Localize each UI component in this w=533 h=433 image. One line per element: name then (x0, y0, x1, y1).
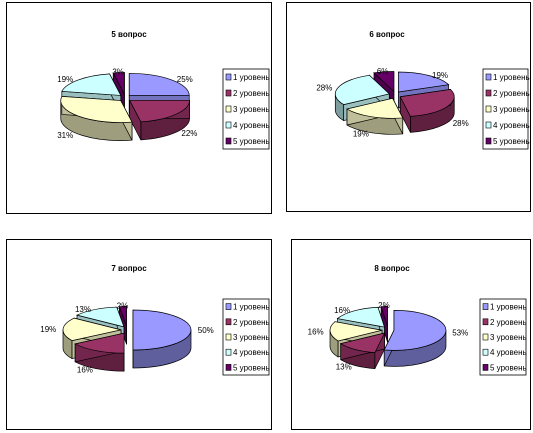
data-label: 22% (181, 129, 197, 138)
legend-entry: 3 уровень (233, 105, 270, 114)
pie-chart-5-vopros: 5 вопрос 25% 22% 31% 19% 3% 1 уровень 2 уровень… (57, 30, 270, 150)
legend-entry: 5 уровень (233, 363, 270, 372)
pie-slice-4 (334, 74, 391, 105)
legend-swatch (225, 89, 232, 97)
pie-slice-3 (60, 96, 133, 123)
chart-title: 5 вопрос (111, 30, 147, 39)
legend-swatch (485, 121, 492, 129)
data-label: 28% (453, 119, 469, 128)
legend-entry: 2 уровень (490, 318, 527, 327)
chart-panel-6-vopros: 6 вопрос 19% 28% 19% 28% 6% 1 уровень 2 уровень… (286, 2, 531, 212)
chart-panel-7-vopros: 7 вопрос 50% 16% 19% 13% 2% 1 уровень 2 уровень… (6, 239, 272, 430)
legend-entry: 1 уровень (490, 303, 527, 312)
pie-slice-2 (129, 99, 190, 123)
legend-swatch (225, 318, 232, 326)
legend-swatch (225, 105, 232, 113)
data-label: 19% (353, 129, 369, 138)
pie-slice-1 (132, 309, 192, 351)
data-label: 19% (57, 75, 73, 84)
data-label: 31% (57, 131, 73, 140)
chart-panel-5-vopros: 5 вопрос 25% 22% 31% 19% 3% 1 уровень 2 уровень… (6, 2, 272, 214)
legend-entry: 5 уровень (490, 363, 527, 372)
legend-swatch (485, 105, 492, 113)
legend-swatch (482, 364, 489, 371)
data-label: 16% (334, 306, 350, 315)
legend-entry: 1 уровень (233, 303, 270, 312)
legend-entry: 4 уровень (490, 348, 527, 357)
data-label: 2% (378, 301, 390, 310)
pie-slice-1 (383, 309, 447, 351)
pie-slice-5 (373, 71, 395, 93)
chart-panel-8-vopros: 8 вопрос 53% 13% 16% 16% 2% 1 уровень 2 уровень… (291, 239, 531, 430)
chart-title: 8 вопрос (374, 264, 410, 273)
legend-entry: 1 уровень (493, 73, 530, 82)
pie-slice-2 (399, 89, 455, 117)
pie-slice-4 (61, 73, 122, 96)
pie-slice-5 (112, 72, 125, 95)
legend-swatch (485, 73, 492, 81)
pie-chart-6-vopros: 6 вопрос 19% 28% 19% 28% 6% 1 уровень 2 уровень… (316, 30, 530, 150)
legend-swatch (482, 303, 489, 310)
legend-entry: 3 уровень (493, 105, 530, 114)
pie-slice-5 (118, 306, 127, 327)
pie-slice-3 (62, 317, 122, 341)
legend-swatch (482, 333, 489, 341)
pie-chart-8-vopros: 8 вопрос 53% 13% 16% 16% 2% 1 уровень 2 уровень… (308, 264, 527, 376)
legend-entry: 2 уровень (233, 89, 270, 98)
pie-slice-4 (75, 306, 125, 328)
pie-slice-1 (398, 71, 450, 93)
legend-swatch (485, 89, 492, 97)
legend-entry: 1 уровень (233, 73, 270, 82)
legend-swatch (225, 333, 232, 341)
pie-slice-2 (74, 332, 125, 354)
legend-swatch (485, 137, 492, 145)
data-label: 2% (117, 302, 129, 311)
data-label: 13% (75, 305, 91, 314)
legend-swatch (225, 364, 232, 371)
data-label: 16% (77, 365, 93, 374)
legend-entry: 5 уровень (493, 137, 530, 146)
data-label: 25% (177, 75, 193, 84)
pie-slice-3 (329, 321, 383, 342)
legend-entry: 5 уровень (233, 137, 270, 146)
pie-slice-5 (380, 306, 388, 327)
legend-entry: 3 уровень (490, 333, 527, 342)
legend-swatch (225, 137, 232, 145)
legend-entry: 4 уровень (493, 121, 530, 130)
legend-entry: 2 уровень (493, 89, 530, 98)
legend-entry: 4 уровень (233, 348, 270, 357)
legend-swatch (482, 318, 489, 326)
data-label: 6% (377, 67, 389, 76)
pie-slice-3 (346, 97, 404, 119)
legend-entry: 2 уровень (233, 318, 270, 327)
legend-entry: 3 уровень (233, 333, 270, 342)
pie-chart-7-vopros: 7 вопрос 50% 16% 19% 13% 2% 1 уровень 2 уровень… (40, 264, 270, 376)
data-label: 19% (432, 71, 448, 80)
pie-slice-1 (128, 73, 190, 96)
data-label: 50% (198, 326, 214, 335)
legend-swatch (225, 121, 232, 129)
legend-entry: 4 уровень (233, 121, 270, 130)
chart-title: 7 вопрос (111, 264, 147, 273)
chart-title: 6 вопрос (369, 30, 405, 39)
legend-swatch (225, 348, 232, 356)
data-label: 53% (452, 328, 468, 337)
data-label: 13% (336, 363, 352, 372)
legend-swatch (225, 73, 232, 81)
data-label: 16% (308, 328, 324, 337)
data-label: 28% (316, 83, 332, 92)
pie-slice-2 (339, 332, 386, 353)
data-label: 19% (40, 325, 56, 334)
pie-slice-4 (336, 306, 385, 328)
legend-swatch (225, 303, 232, 310)
data-label: 3% (112, 67, 124, 76)
legend-swatch (482, 348, 489, 356)
